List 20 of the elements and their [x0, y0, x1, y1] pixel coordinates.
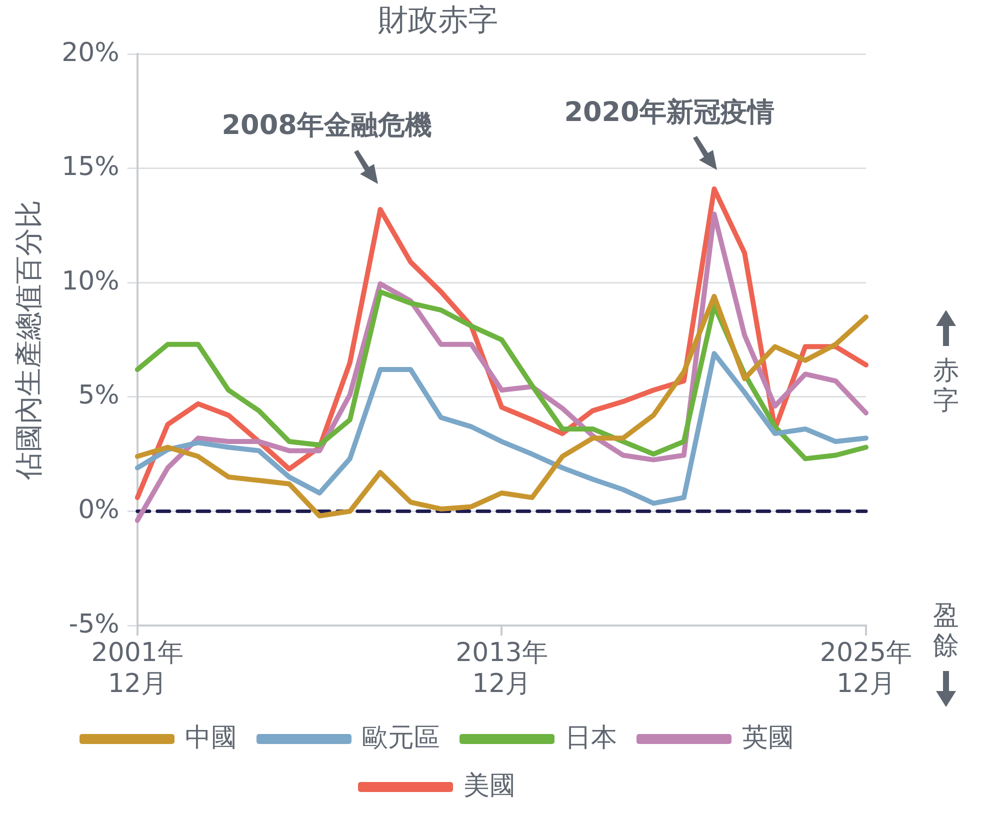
legend-label: 美國 — [464, 770, 516, 801]
legend-label: 歐元區 — [362, 722, 440, 753]
y-tick-label: 5% — [78, 380, 120, 411]
legend-label: 日本 — [565, 722, 617, 753]
y-tick-label: -5% — [68, 609, 120, 640]
y-tick-label: 10% — [62, 266, 120, 296]
x-tick-label: 2013年 12月 — [456, 638, 548, 700]
y-axis-title: 佔國內生產總值百分比 — [12, 200, 46, 481]
x-tick-label: 2001年 12月 — [91, 638, 184, 700]
y-tick-label: 15% — [62, 152, 120, 182]
annotation: 2008年金融危機 — [222, 110, 432, 142]
legend-label: 中國 — [185, 722, 237, 753]
legend-label: 英國 — [742, 722, 794, 753]
y-tick-label: 20% — [62, 38, 120, 68]
x-tick-label: 2025年 12月 — [820, 638, 912, 700]
text: 赤字 — [932, 356, 960, 416]
annotation: 2020年新冠疫情 — [564, 97, 774, 128]
y-tick-label: 0% — [78, 495, 120, 526]
chart-title: 財政赤字 — [378, 2, 498, 38]
text: 盈餘 — [932, 600, 960, 661]
